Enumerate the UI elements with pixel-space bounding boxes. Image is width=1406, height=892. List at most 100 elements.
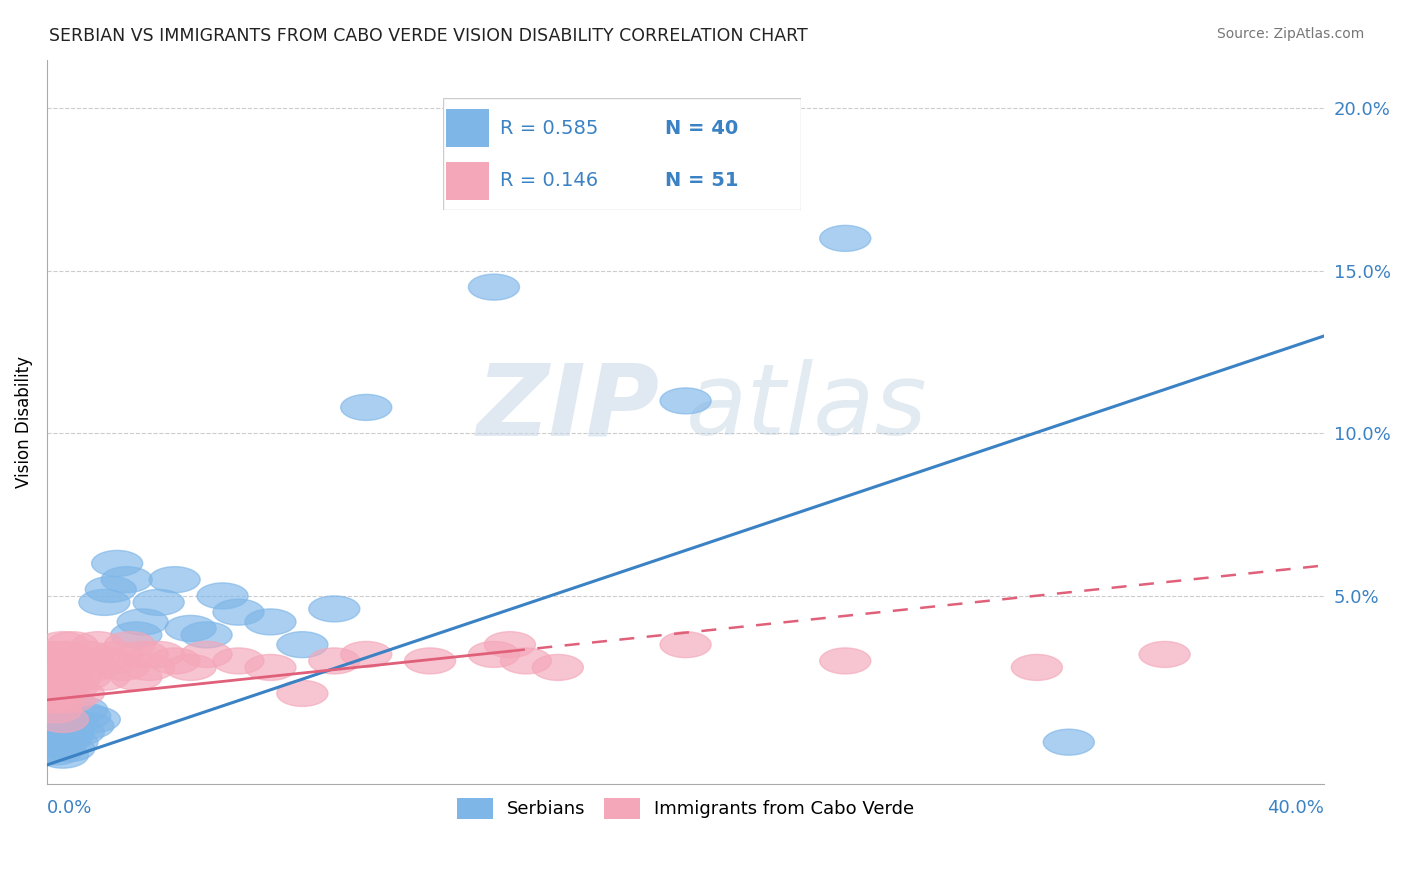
Ellipse shape	[659, 388, 711, 414]
Ellipse shape	[24, 729, 76, 756]
Ellipse shape	[820, 226, 870, 252]
Ellipse shape	[59, 665, 111, 690]
Ellipse shape	[340, 394, 392, 420]
Ellipse shape	[405, 648, 456, 674]
Ellipse shape	[468, 641, 520, 667]
Ellipse shape	[63, 713, 114, 739]
Ellipse shape	[34, 732, 86, 758]
Text: SERBIAN VS IMMIGRANTS FROM CABO VERDE VISION DISABILITY CORRELATION CHART: SERBIAN VS IMMIGRANTS FROM CABO VERDE VI…	[49, 27, 808, 45]
Ellipse shape	[79, 590, 129, 615]
Ellipse shape	[181, 622, 232, 648]
Ellipse shape	[149, 566, 200, 592]
Ellipse shape	[98, 655, 149, 681]
Ellipse shape	[73, 632, 124, 657]
Ellipse shape	[86, 648, 136, 674]
Ellipse shape	[111, 665, 162, 690]
Ellipse shape	[101, 566, 152, 592]
Ellipse shape	[485, 632, 536, 657]
Ellipse shape	[38, 742, 89, 768]
Text: 40.0%: 40.0%	[1267, 799, 1324, 817]
Ellipse shape	[44, 687, 94, 713]
Ellipse shape	[51, 665, 101, 690]
Ellipse shape	[212, 648, 264, 674]
Text: N = 51: N = 51	[665, 171, 738, 190]
Ellipse shape	[1043, 729, 1094, 756]
Ellipse shape	[134, 590, 184, 615]
Ellipse shape	[46, 632, 98, 657]
FancyBboxPatch shape	[443, 98, 801, 210]
Ellipse shape	[53, 720, 104, 746]
Ellipse shape	[31, 713, 82, 739]
Ellipse shape	[91, 550, 142, 576]
Text: N = 40: N = 40	[665, 119, 738, 137]
Ellipse shape	[31, 641, 82, 667]
Text: Source: ZipAtlas.com: Source: ZipAtlas.com	[1216, 27, 1364, 41]
Ellipse shape	[56, 648, 108, 674]
Ellipse shape	[44, 736, 94, 762]
Ellipse shape	[309, 596, 360, 622]
Ellipse shape	[1011, 655, 1063, 681]
Ellipse shape	[59, 703, 111, 729]
Ellipse shape	[277, 681, 328, 706]
Ellipse shape	[117, 609, 169, 635]
Ellipse shape	[41, 726, 91, 752]
Ellipse shape	[56, 697, 108, 723]
Legend: Serbians, Immigrants from Cabo Verde: Serbians, Immigrants from Cabo Verde	[450, 791, 922, 826]
Ellipse shape	[501, 648, 551, 674]
Ellipse shape	[124, 655, 174, 681]
Ellipse shape	[91, 641, 142, 667]
Ellipse shape	[212, 599, 264, 625]
Text: 0.0%: 0.0%	[46, 799, 93, 817]
Ellipse shape	[820, 648, 870, 674]
Ellipse shape	[340, 641, 392, 667]
Ellipse shape	[38, 716, 89, 742]
Text: ZIP: ZIP	[477, 359, 659, 456]
Ellipse shape	[79, 665, 129, 690]
Ellipse shape	[86, 576, 136, 602]
Ellipse shape	[28, 736, 79, 762]
Ellipse shape	[533, 655, 583, 681]
Ellipse shape	[38, 706, 89, 732]
Ellipse shape	[277, 632, 328, 657]
Ellipse shape	[34, 687, 86, 713]
Ellipse shape	[165, 615, 217, 641]
Ellipse shape	[24, 687, 76, 713]
Ellipse shape	[28, 720, 79, 746]
Ellipse shape	[46, 674, 98, 700]
Ellipse shape	[181, 641, 232, 667]
Ellipse shape	[69, 655, 121, 681]
Ellipse shape	[24, 665, 76, 690]
Text: R = 0.146: R = 0.146	[501, 171, 599, 190]
Ellipse shape	[28, 681, 79, 706]
Ellipse shape	[41, 706, 91, 732]
Ellipse shape	[31, 674, 82, 700]
Ellipse shape	[245, 655, 297, 681]
Ellipse shape	[44, 720, 94, 746]
Ellipse shape	[165, 655, 217, 681]
Ellipse shape	[104, 632, 156, 657]
Ellipse shape	[69, 706, 121, 732]
FancyBboxPatch shape	[447, 161, 489, 200]
Ellipse shape	[53, 681, 104, 706]
Ellipse shape	[245, 609, 297, 635]
FancyBboxPatch shape	[447, 109, 489, 147]
Ellipse shape	[41, 641, 91, 667]
Ellipse shape	[46, 710, 98, 736]
Ellipse shape	[28, 648, 79, 674]
Ellipse shape	[117, 641, 169, 667]
Ellipse shape	[197, 582, 247, 609]
Ellipse shape	[31, 697, 82, 723]
Text: atlas: atlas	[686, 359, 927, 456]
Ellipse shape	[309, 648, 360, 674]
Ellipse shape	[46, 729, 98, 756]
Ellipse shape	[134, 641, 184, 667]
Ellipse shape	[468, 274, 520, 300]
Ellipse shape	[149, 648, 200, 674]
Ellipse shape	[63, 641, 114, 667]
Ellipse shape	[111, 622, 162, 648]
Ellipse shape	[659, 632, 711, 657]
Ellipse shape	[34, 723, 86, 748]
Y-axis label: Vision Disability: Vision Disability	[15, 356, 32, 488]
Ellipse shape	[1139, 641, 1189, 667]
Ellipse shape	[44, 655, 94, 681]
